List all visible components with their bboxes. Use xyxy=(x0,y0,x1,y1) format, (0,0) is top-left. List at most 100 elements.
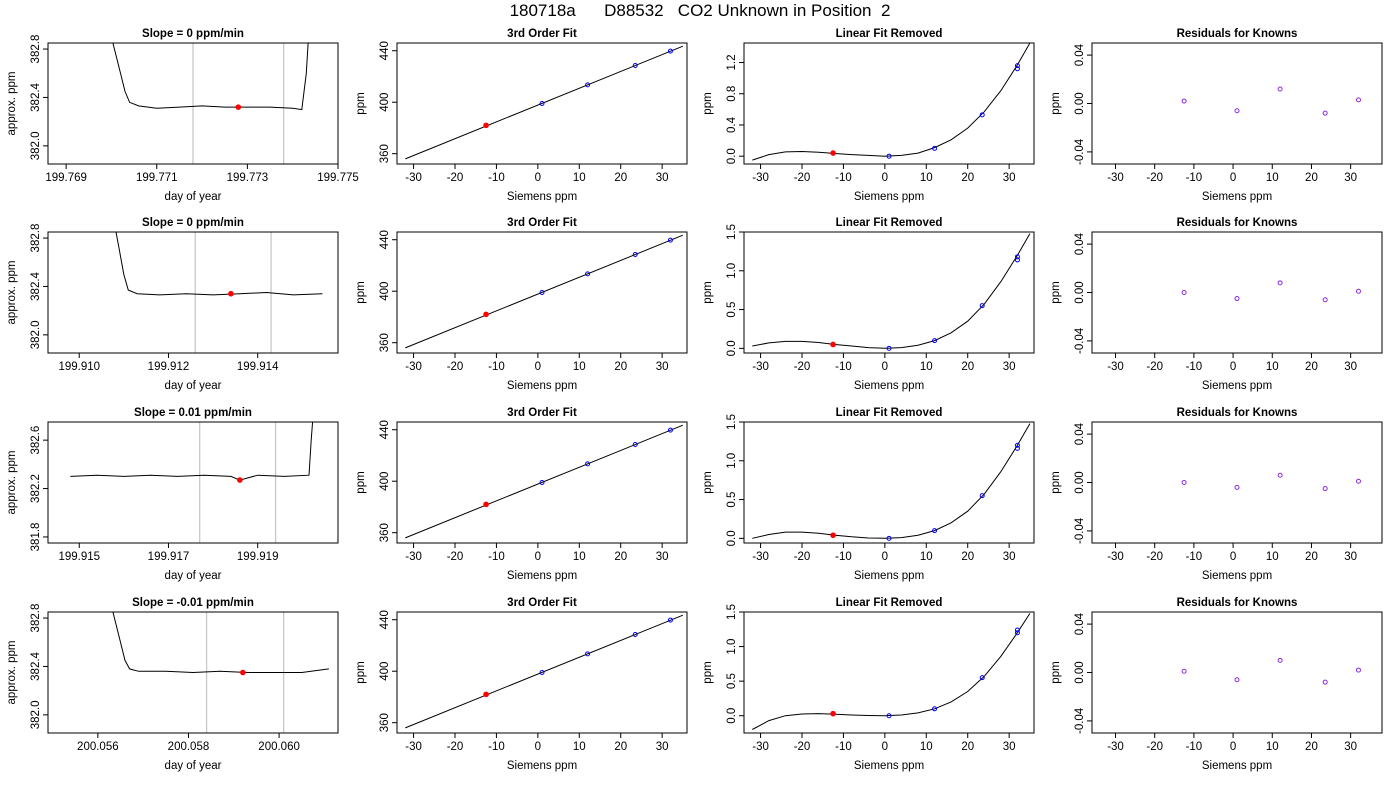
y-axis-label: approx. ppm xyxy=(6,451,18,515)
known-point xyxy=(667,48,673,54)
known-point xyxy=(585,461,591,467)
known-point xyxy=(667,427,673,433)
y-axis-label: ppm xyxy=(1050,92,1062,114)
x-tick-label: 30 xyxy=(656,361,669,373)
y-tick-label: 0.04 xyxy=(1074,422,1086,445)
x-tick-label: -20 xyxy=(1146,551,1163,563)
y-tick-label: 382.4 xyxy=(30,651,42,680)
x-tick-label: 199.915 xyxy=(58,551,100,563)
x-tick-label: -20 xyxy=(1146,741,1163,753)
y-tick-label: 360 xyxy=(379,333,391,352)
y-tick-label: 382.0 xyxy=(30,320,42,349)
x-tick-label: -20 xyxy=(794,551,811,563)
known-point xyxy=(539,480,545,485)
y-tick-label: -0.04 xyxy=(1074,517,1086,544)
known-point xyxy=(1014,445,1020,451)
x-tick-label: 10 xyxy=(920,361,933,373)
y-tick-label: 1.5 xyxy=(726,604,738,620)
panel-r1-c3: Linear Fit Removed -30 -20 -10 0 10 20 30 0.0 0.4… xyxy=(702,28,1035,203)
x-tick-label: 199.914 xyxy=(237,361,279,373)
known-point xyxy=(886,535,892,541)
plot-frame xyxy=(1091,611,1383,734)
known-point xyxy=(932,706,938,712)
y-tick-label: 360 xyxy=(379,144,391,163)
y-axis-label: ppm xyxy=(702,471,714,493)
y-tick-label: 0.04 xyxy=(1074,232,1086,255)
x-tick-label: 30 xyxy=(1344,172,1357,184)
x-tick-label: -10 xyxy=(835,551,852,563)
x-tick-label: 0 xyxy=(882,741,888,753)
panel-title: Residuals for Knowns xyxy=(1177,217,1298,229)
panel-r4-c4: Residuals for Knowns -30 -20 -10 0 10 20 30 -0.0… xyxy=(1050,597,1383,772)
x-axis-label: Siemens ppm xyxy=(854,570,924,582)
x-tick-label: 0 xyxy=(535,551,541,563)
x-tick-label: -30 xyxy=(1107,172,1124,184)
y-tick-label: 0.00 xyxy=(1074,281,1086,303)
panel-title: Slope = 0 ppm/min xyxy=(142,217,244,229)
time-series-line xyxy=(112,43,309,111)
panel-title: Residuals for Knowns xyxy=(1177,597,1298,609)
y-tick-label: 0.00 xyxy=(1074,471,1086,493)
unknown-marker xyxy=(240,669,246,676)
x-tick-label: 0 xyxy=(535,741,541,753)
unknown-point xyxy=(483,122,489,129)
y-tick-label: 0.4 xyxy=(726,116,738,133)
y-tick-label: 382.8 xyxy=(30,35,42,64)
known-point xyxy=(1355,97,1361,103)
plot-frame xyxy=(47,231,339,354)
x-tick-label: 10 xyxy=(573,361,586,373)
x-tick-label: 0 xyxy=(882,361,888,373)
y-tick-label: 440 xyxy=(379,420,391,439)
y-tick-label: 382.8 xyxy=(30,604,42,633)
known-point xyxy=(1355,667,1361,673)
x-axis-label: day of year xyxy=(165,191,222,203)
y-tick-label: 1.5 xyxy=(726,414,738,430)
x-tick-label: 30 xyxy=(656,551,669,563)
known-point xyxy=(1277,472,1283,478)
x-axis-label: Siemens ppm xyxy=(507,760,577,772)
x-tick-label: -30 xyxy=(1107,551,1124,563)
x-tick-label: 0 xyxy=(1230,172,1236,184)
known-point xyxy=(585,82,591,88)
panel-r3-c2: 3rd Order Fit -30 -20 -10 0 10 20 30 360 400 440 Si… xyxy=(355,407,688,582)
known-point xyxy=(979,112,985,118)
panel-title: 3rd Order Fit xyxy=(507,597,577,609)
x-tick-label: 20 xyxy=(1305,172,1318,184)
panel-r4-c2: 3rd Order Fit -30 -20 -10 0 10 20 30 360 400 440 Si… xyxy=(355,597,688,772)
panel-title: Linear Fit Removed xyxy=(836,597,943,609)
x-tick-label: -10 xyxy=(1186,741,1203,753)
x-axis-label: Siemens ppm xyxy=(854,191,924,203)
unknown-point xyxy=(830,710,836,717)
known-point xyxy=(979,675,985,681)
x-tick-label: 20 xyxy=(961,741,974,753)
y-tick-label: 400 xyxy=(379,472,391,491)
x-tick-label: -10 xyxy=(1186,172,1203,184)
x-tick-label: 30 xyxy=(1344,551,1357,563)
y-tick-label: 1.0 xyxy=(726,639,738,655)
x-axis-label: Siemens ppm xyxy=(1202,191,1272,203)
y-tick-label: -0.04 xyxy=(1074,138,1086,165)
x-tick-label: -30 xyxy=(405,361,422,373)
plot-frame xyxy=(743,42,1035,165)
x-tick-label: 20 xyxy=(1305,361,1318,373)
x-tick-label: -10 xyxy=(835,172,852,184)
panel-title: 3rd Order Fit xyxy=(507,28,577,40)
unknown-point xyxy=(830,532,836,539)
x-tick-label: 20 xyxy=(1305,741,1318,753)
x-tick-label: 30 xyxy=(656,741,669,753)
x-tick-label: 0 xyxy=(882,172,888,184)
known-point xyxy=(632,252,638,258)
x-tick-label: 20 xyxy=(614,361,627,373)
panel-r2-c3: Linear Fit Removed -30 -20 -10 0 10 20 30 0.0 0.5… xyxy=(702,217,1035,392)
panel-r1-c1: Slope = 0 ppm/min 199.769 199.771 199.773 19… xyxy=(6,28,359,203)
known-point xyxy=(1014,442,1020,448)
panel-r1-c4: Residuals for Knowns -30 -20 -10 0 10 20 30 -0.0… xyxy=(1050,28,1383,203)
panel-title: Residuals for Knowns xyxy=(1177,407,1298,419)
known-point xyxy=(1322,110,1328,116)
x-tick-label: -10 xyxy=(835,741,852,753)
x-tick-label: -30 xyxy=(752,741,769,753)
known-point xyxy=(932,145,938,151)
y-tick-label: 0.0 xyxy=(726,340,738,356)
plot-frame xyxy=(1091,42,1383,165)
x-tick-label: -10 xyxy=(1186,361,1203,373)
